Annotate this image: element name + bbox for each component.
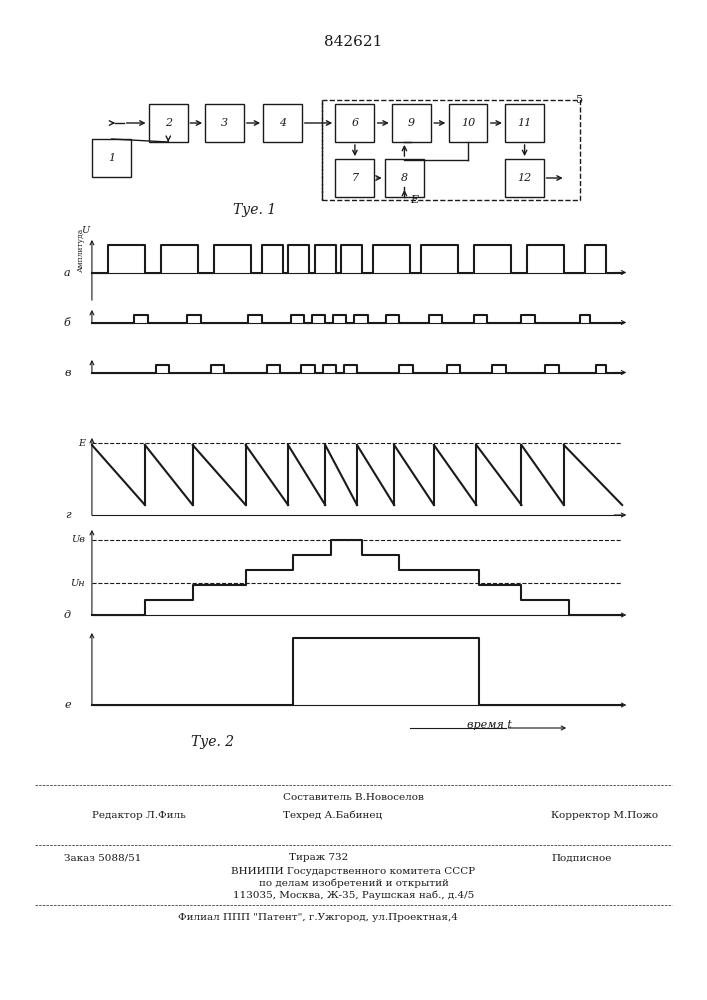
Text: Подписное: Подписное: [551, 853, 612, 862]
Text: 9: 9: [408, 118, 415, 128]
Text: U: U: [81, 226, 89, 235]
Text: б: б: [64, 318, 71, 328]
Text: Τуе. 2: Τуе. 2: [191, 735, 233, 749]
Bar: [335, 159, 375, 197]
Text: 113035, Москва, Ж-35, Раушская наб., д.4/5: 113035, Москва, Ж-35, Раушская наб., д.4…: [233, 890, 474, 900]
Bar: [392, 104, 431, 142]
Text: Корректор М.Пожо: Корректор М.Пожо: [551, 810, 659, 820]
Text: 1: 1: [108, 153, 115, 163]
Text: E: E: [78, 439, 85, 448]
Text: по делам изобретений и открытий: по делам изобретений и открытий: [259, 878, 448, 888]
Text: а: а: [64, 268, 71, 278]
Bar: [449, 104, 488, 142]
Text: E: E: [410, 195, 418, 205]
Bar: [205, 104, 245, 142]
Text: Техред А.Бабинец: Техред А.Бабинец: [283, 810, 382, 820]
Text: ВНИИПИ Государственного комитета СССР: ВНИИПИ Государственного комитета СССР: [231, 866, 476, 876]
Text: 10: 10: [461, 118, 475, 128]
Text: Uн: Uн: [70, 578, 85, 587]
Text: 2: 2: [165, 118, 172, 128]
Bar: [385, 159, 424, 197]
Bar: [92, 139, 132, 177]
Text: д: д: [64, 610, 71, 620]
Text: в: в: [64, 367, 71, 377]
Bar: [322, 100, 580, 200]
Text: Составитель В.Новоселов: Составитель В.Новоселов: [283, 792, 424, 802]
Text: 7: 7: [351, 173, 358, 183]
Text: Uв: Uв: [71, 536, 85, 544]
Bar: [505, 104, 544, 142]
Text: г: г: [65, 510, 71, 520]
Text: Филиал ППП "Патент", г.Ужгород, ул.Проектная,4: Филиал ППП "Патент", г.Ужгород, ул.Проек…: [178, 912, 458, 922]
Text: 4: 4: [279, 118, 286, 128]
Text: Τуе. 1: Τуе. 1: [233, 203, 276, 217]
Bar: [505, 159, 544, 197]
Bar: [264, 104, 303, 142]
Text: 8: 8: [401, 173, 408, 183]
Text: 842621: 842621: [325, 35, 382, 49]
Text: 5: 5: [576, 95, 583, 105]
Bar: [148, 104, 188, 142]
Text: 12: 12: [518, 173, 532, 183]
Text: 6: 6: [351, 118, 358, 128]
Text: 3: 3: [221, 118, 228, 128]
Text: Редактор Л.Филь: Редактор Л.Филь: [92, 810, 186, 820]
Bar: [335, 104, 375, 142]
Text: Тираж 732: Тираж 732: [288, 853, 348, 862]
Text: Заказ 5088/51: Заказ 5088/51: [64, 853, 141, 862]
Text: 11: 11: [518, 118, 532, 128]
Text: е: е: [64, 700, 71, 710]
Text: Амплитуда: Амплитуда: [77, 227, 86, 271]
Text: время t: время t: [467, 720, 512, 730]
